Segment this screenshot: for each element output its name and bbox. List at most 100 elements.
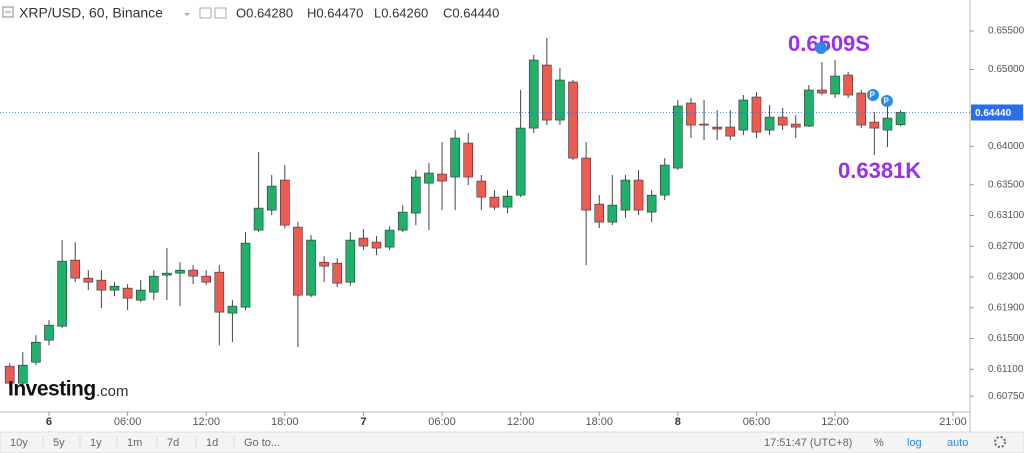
candle-body: [882, 117, 893, 131]
candle-body: [790, 123, 801, 128]
candle-body: [253, 207, 264, 231]
candle-body: [109, 285, 120, 291]
candle-body: [673, 105, 683, 169]
candle-body: [476, 180, 487, 198]
pivot-icon[interactable]: [815, 42, 827, 54]
collapse-icon[interactable]: [2, 6, 14, 18]
candle-body: [489, 196, 500, 208]
candle-body: [122, 287, 133, 299]
candle-body: [542, 64, 552, 121]
candle-body: [764, 116, 775, 131]
log-toggle[interactable]: log: [907, 437, 922, 449]
pivot-icon-letter: P: [870, 91, 876, 100]
candle-body: [659, 164, 670, 196]
dropdown-arrow[interactable]: [184, 13, 190, 16]
candle-body: [319, 261, 329, 267]
candle-body: [568, 81, 578, 159]
candle-body: [44, 324, 54, 341]
ohlc-low: L0.64260: [374, 5, 428, 20]
x-tick-label: 06:00: [428, 416, 456, 428]
y-tick-label: 0.61100: [988, 364, 1024, 375]
candle-body: [437, 173, 447, 182]
candle-body: [581, 157, 591, 211]
candle-body: [633, 179, 644, 211]
candle-body: [214, 271, 225, 313]
candle-body: [188, 269, 198, 277]
annotation: 0.6381K: [838, 158, 921, 183]
candle-body: [502, 195, 513, 208]
range-button[interactable]: 1y: [90, 437, 102, 449]
candle-body: [358, 237, 369, 247]
settings-icon[interactable]: [214, 7, 227, 19]
x-tick-label: 18:00: [585, 416, 613, 428]
pivot-icon[interactable]: [881, 95, 893, 107]
range-button[interactable]: 1d: [206, 437, 218, 449]
y-tick-label: 0.60750: [988, 391, 1024, 402]
candle-body: [620, 179, 631, 211]
candle-body: [162, 272, 172, 276]
last-price-label: 0.64440: [975, 108, 1012, 119]
y-tick-label: 0.63100: [988, 210, 1024, 221]
candle-body: [712, 126, 722, 130]
logo: Investing: [8, 378, 96, 401]
range-button[interactable]: Go to...: [244, 437, 280, 449]
candle-body: [31, 341, 41, 363]
candle-body: [817, 89, 827, 94]
candle-body: [830, 75, 840, 95]
candle-body: [594, 203, 605, 223]
y-tick-label: 0.61500: [988, 333, 1024, 344]
candle-body: [515, 127, 526, 196]
eye-icon[interactable]: [199, 7, 212, 19]
logo-suffix: .com: [96, 383, 129, 400]
x-tick-label: 06:00: [743, 416, 771, 428]
plot-area: [0, 37, 970, 396]
candle-body: [686, 102, 696, 126]
candle-body: [175, 269, 185, 274]
candle-body: [646, 194, 657, 213]
candle-body: [70, 259, 80, 279]
candle-body: [345, 239, 356, 283]
range-button[interactable]: 10y: [10, 437, 28, 449]
candle-body: [528, 59, 539, 129]
auto-toggle[interactable]: auto: [947, 437, 968, 449]
candle-body: [397, 211, 408, 231]
toolbar-buttons: 10y 5y 1y 1m 7d 1d Go to...: [10, 436, 280, 449]
candle-body: [856, 92, 867, 126]
x-tick-label: 6: [46, 416, 52, 428]
candle-body: [332, 262, 343, 284]
y-tick-label: 0.65500: [988, 26, 1024, 37]
x-tick-label: 7: [360, 416, 366, 428]
candle-body: [306, 239, 316, 296]
toolbar: [0, 431, 1024, 453]
annotation: 0.6509S: [788, 31, 870, 56]
candle-body: [384, 229, 395, 248]
candle-body: [135, 289, 146, 301]
y-tick-label: 0.61900: [988, 302, 1024, 313]
y-tick-label: 0.63500: [988, 179, 1024, 190]
range-button[interactable]: 7d: [167, 437, 179, 449]
candle-body: [869, 121, 880, 129]
candle-body: [725, 126, 736, 137]
candle-body: [240, 242, 251, 308]
last-price-box: [971, 104, 1023, 121]
ohlc-high: H0.64470: [307, 5, 363, 20]
ohlc-close: C0.64440: [443, 5, 499, 20]
candle-body: [804, 89, 814, 127]
x-tick-label: 12:00: [821, 416, 849, 428]
candle-body: [96, 279, 107, 291]
candle-body: [371, 241, 382, 249]
range-button[interactable]: 5y: [53, 437, 65, 449]
candle-body: [149, 275, 159, 293]
y-tick-label: 0.64000: [988, 141, 1024, 152]
candle-body: [266, 185, 277, 211]
percent-toggle[interactable]: %: [874, 437, 884, 449]
range-button[interactable]: 1m: [127, 437, 142, 449]
pivot-icon-letter: P: [884, 97, 890, 106]
settings-gear[interactable]: [994, 436, 1006, 448]
candle-body: [17, 364, 28, 384]
symbol: XRP/USD, 60, Binance: [19, 5, 163, 21]
pivot-icon[interactable]: [867, 89, 879, 101]
candle-body: [699, 123, 709, 126]
x-tick-label: 21:00: [939, 416, 967, 428]
